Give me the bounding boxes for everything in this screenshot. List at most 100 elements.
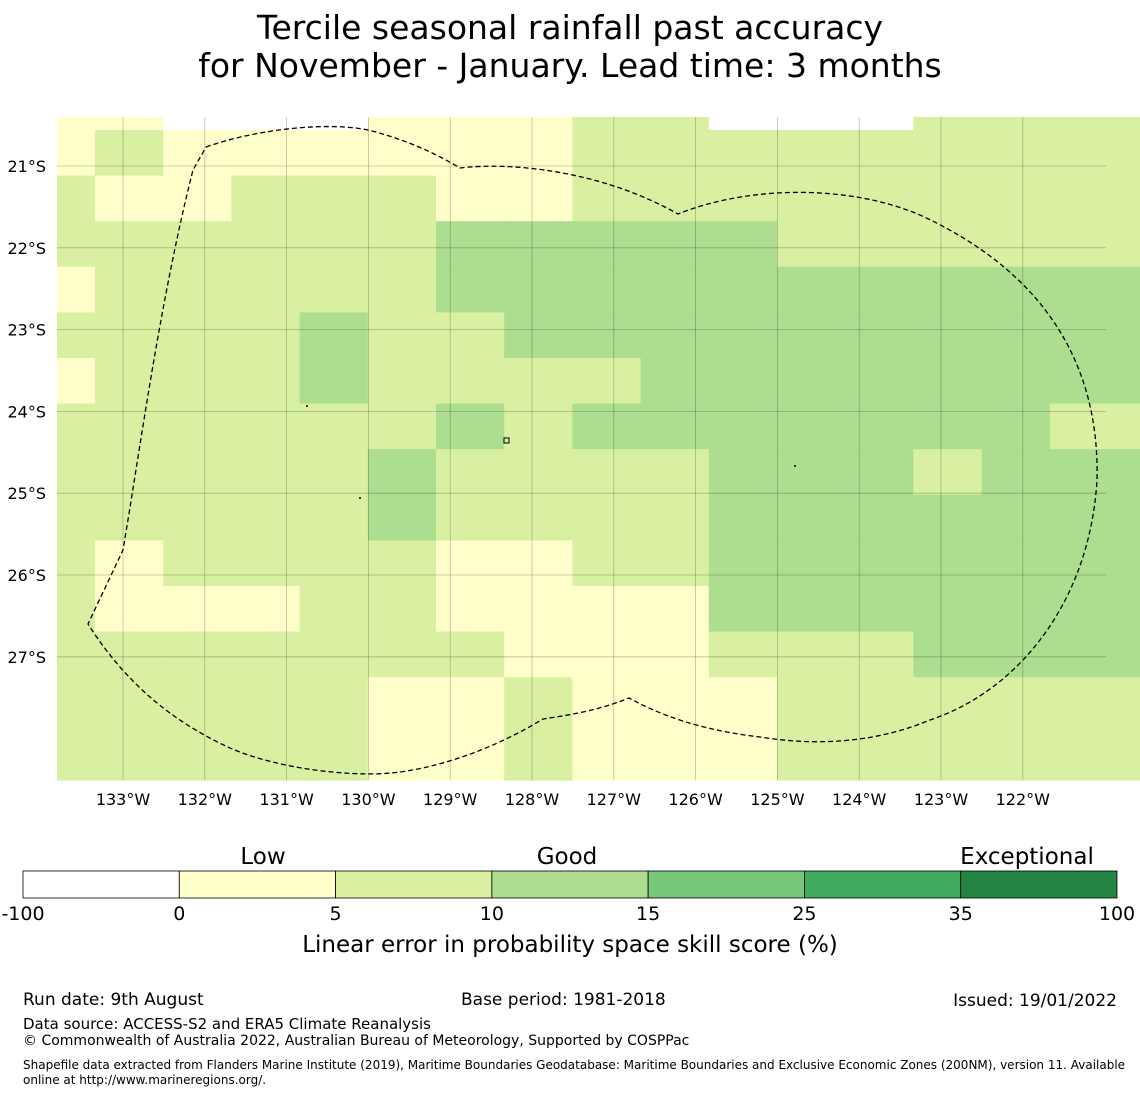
graticule: [57, 117, 1106, 780]
grid-cell: [981, 175, 1051, 222]
grid-cell: [436, 175, 505, 222]
grid-cell: [504, 677, 573, 781]
grid-cell: [95, 449, 164, 496]
grid-cell: [845, 130, 914, 177]
grid-cell: [572, 130, 642, 177]
grid-cell: [572, 677, 642, 781]
map-title-line1: Tercile seasonal rainfall past accuracy: [256, 8, 884, 47]
grid-cell: [504, 449, 573, 496]
longitude-tick: 128°W: [505, 790, 560, 809]
grid-cell: [572, 266, 642, 313]
grid-cell: [367, 221, 437, 268]
grid-cell: [163, 130, 232, 177]
grid-cell: [572, 221, 642, 268]
grid-cell: [1118, 358, 1140, 405]
colorbar-category: Good: [537, 844, 598, 870]
grid-cell: [1049, 130, 1119, 177]
grid-cell: [981, 130, 1051, 177]
grid-cell: [504, 266, 573, 313]
grid-cell: [572, 175, 642, 222]
grid-cell: [913, 312, 983, 359]
grid-cell: [299, 449, 369, 496]
grid-cell: [1049, 403, 1119, 450]
grid-cell: [57, 586, 96, 633]
grid-cell: [845, 117, 914, 131]
grid-cell: [572, 449, 642, 496]
grid-cell: [913, 358, 983, 405]
grid-cell: [777, 175, 846, 222]
grid-cell: [231, 312, 301, 359]
longitude-tick: 125°W: [750, 790, 805, 809]
colorbar-swatch: [178, 870, 336, 899]
grid-cell: [504, 631, 573, 678]
grid-cell: [708, 631, 778, 678]
colorbar-swatch: [491, 870, 649, 899]
grid-cell: [231, 677, 301, 781]
colorbar-tick: 15: [636, 903, 660, 925]
colorbar-category: Exceptional: [960, 844, 1094, 870]
grid-cell: [231, 494, 301, 541]
grid-cell: [1118, 677, 1140, 781]
colorbar-swatch: [960, 870, 1118, 899]
grid-cell: [163, 266, 232, 313]
grid-cell: [163, 312, 232, 359]
longitude-tick: 133°W: [96, 790, 151, 809]
grid-cell: [1049, 358, 1119, 405]
longitude-tick-labels: 133°W 132°W 131°W 130°W 129°W 128°W 127°W 126°W…: [96, 790, 1050, 809]
longitude-tick: 130°W: [341, 790, 396, 809]
grid-cell: [367, 175, 437, 222]
grid-cell: [708, 358, 778, 405]
grid-cell: [95, 677, 164, 781]
grid-cell: [57, 358, 96, 405]
grid-cell: [367, 631, 437, 678]
grid-cell: [845, 221, 914, 268]
grid-cell: [163, 631, 232, 678]
grid-cell: [777, 677, 846, 781]
issued-date: Issued: 19/01/2022: [953, 991, 1117, 1011]
grid-cell: [1118, 130, 1140, 177]
grid-cell: [299, 221, 369, 268]
grid-cell: [1118, 586, 1140, 633]
grid-cell: [367, 312, 437, 359]
grid-cell: [981, 312, 1051, 359]
grid-cell: [640, 403, 710, 450]
grid-cell: [640, 358, 710, 405]
grid-cell: [1118, 449, 1140, 496]
grid-cell: [95, 494, 164, 541]
grid-cell: [777, 117, 846, 131]
grid-cell: [367, 586, 437, 633]
grid-cell: [95, 221, 164, 268]
latitude-tick: 27°S: [7, 648, 46, 667]
colorbar-tick: 25: [792, 903, 816, 925]
colorbar-swatch: [647, 870, 805, 899]
grid-cell: [777, 449, 846, 496]
grid-cell: [367, 540, 437, 587]
grid-cell: [981, 449, 1051, 496]
grid-cell: [95, 312, 164, 359]
grid-cell: [231, 586, 301, 633]
grid-cell: [913, 540, 983, 587]
colorbar-tick: 100: [1099, 903, 1135, 925]
grid-cell: [1049, 631, 1119, 678]
colorbar: [22, 870, 1118, 899]
grid-cell: [163, 677, 232, 781]
grid-cell: [367, 494, 437, 541]
grid-cell: [1049, 117, 1119, 131]
grid-cell: [504, 312, 573, 359]
longitude-tick: 132°W: [178, 790, 233, 809]
grid-cell: [640, 312, 710, 359]
grid-cell: [708, 677, 778, 781]
longitude-tick: 131°W: [259, 790, 314, 809]
grid-cell: [436, 403, 505, 450]
grid-cell: [572, 586, 642, 633]
grid-cell: [708, 449, 778, 496]
grid-cell: [777, 358, 846, 405]
grid-cell: [981, 358, 1051, 405]
grid-cell: [981, 586, 1051, 633]
grid-cell: [95, 586, 164, 633]
grid-cell: [913, 631, 983, 678]
base-period: Base period: 1981-2018: [461, 990, 666, 1010]
grid-cell: [708, 586, 778, 633]
longitude-tick: 127°W: [587, 790, 642, 809]
grid-cell: [981, 403, 1051, 450]
